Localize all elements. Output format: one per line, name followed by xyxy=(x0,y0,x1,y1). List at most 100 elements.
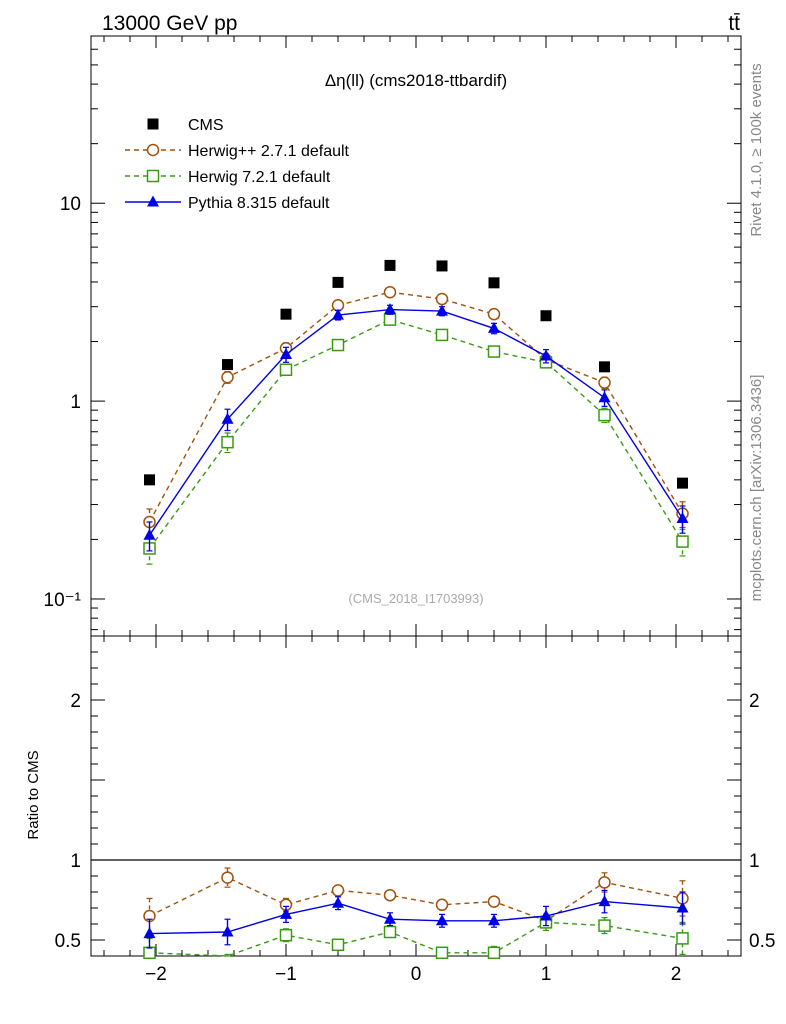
data-point xyxy=(332,276,344,288)
legend-label: Herwig 7.2.1 default xyxy=(188,169,331,186)
x-tick-label: −1 xyxy=(275,964,297,985)
data-point xyxy=(488,321,500,333)
data-point xyxy=(143,927,156,939)
ratio-plot-frame: −2 −1 0 1 2 0.5 0.5 1 1 2 2 xyxy=(55,635,775,985)
y-tick-label: 1 xyxy=(70,392,81,413)
data-point xyxy=(221,370,234,384)
y-tick-label: 0.5 xyxy=(55,931,81,952)
ratio-series-layer xyxy=(143,867,689,960)
data-point xyxy=(143,528,156,540)
data-point xyxy=(540,349,552,361)
data-point xyxy=(540,909,552,921)
data-point xyxy=(384,259,396,271)
main-series-layer xyxy=(143,259,689,565)
series-line xyxy=(149,876,683,922)
data-point xyxy=(221,871,234,884)
data-point xyxy=(598,876,611,889)
data-point xyxy=(222,359,233,371)
series-line xyxy=(149,900,683,935)
data-point xyxy=(435,898,449,912)
legend-marker xyxy=(146,143,160,157)
legend-entry: Herwig 7.2.1 default xyxy=(125,169,331,186)
x-tick-label: 1 xyxy=(541,964,552,985)
data-point xyxy=(436,914,448,926)
data-point xyxy=(487,345,501,358)
legend-marker xyxy=(147,118,159,130)
data-point xyxy=(144,474,155,486)
data-point xyxy=(280,347,292,359)
data-point xyxy=(221,435,234,449)
legend-label: CMS xyxy=(188,117,224,134)
series-line xyxy=(149,921,683,957)
series-line xyxy=(148,318,684,549)
data-point xyxy=(383,888,397,902)
header-right: tt̄ xyxy=(728,12,740,35)
legend-label: Herwig++ 2.7.1 default xyxy=(188,143,350,160)
series-line xyxy=(148,308,684,536)
data-point xyxy=(383,925,397,939)
data-point xyxy=(598,391,611,403)
y-tick-label-right: 2 xyxy=(749,691,760,712)
data-point xyxy=(280,907,292,919)
data-point xyxy=(487,946,501,960)
series-0 xyxy=(144,259,688,489)
rivet-label: Rivet 4.1.0, ≥ 100k events xyxy=(748,63,765,236)
data-point xyxy=(280,308,292,320)
header-left: 13000 GeV pp xyxy=(102,12,237,35)
data-point xyxy=(488,277,500,289)
data-point xyxy=(332,896,344,908)
data-point xyxy=(331,938,345,952)
data-point xyxy=(383,313,397,326)
legend-marker xyxy=(147,195,159,207)
data-point xyxy=(279,928,293,942)
x-tick-label: 2 xyxy=(671,964,682,985)
series-line xyxy=(148,291,684,523)
x-tick-label: 0 xyxy=(411,964,422,985)
data-point xyxy=(488,914,500,926)
legend-entry: CMS xyxy=(147,117,224,134)
data-point xyxy=(383,285,397,299)
data-point xyxy=(436,260,448,272)
data-point xyxy=(676,535,689,548)
data-point xyxy=(221,412,234,424)
data-point xyxy=(435,328,449,342)
data-point xyxy=(598,376,611,389)
mcplots-label: mcplots.cern.ch [arXiv:1306.3436] xyxy=(748,375,765,602)
data-point xyxy=(487,895,501,908)
data-point xyxy=(676,512,689,524)
legend-entry: Pythia 8.315 default xyxy=(125,195,330,212)
y-tick-label: 10⁻¹ xyxy=(44,590,82,611)
data-point xyxy=(540,310,552,322)
legend-label: Pythia 8.315 default xyxy=(188,195,330,212)
data-point xyxy=(598,895,611,907)
data-point xyxy=(487,307,501,321)
series-2 xyxy=(143,889,689,949)
series-3 xyxy=(143,303,689,552)
ratio-ylabel: Ratio to CMS xyxy=(25,750,42,839)
data-point xyxy=(332,308,344,320)
data-point xyxy=(677,477,688,489)
ratio-frame xyxy=(90,635,742,957)
data-point xyxy=(384,303,396,315)
data-point xyxy=(436,304,448,316)
y-tick-label: 10 xyxy=(60,194,81,215)
y-tick-label: 2 xyxy=(70,691,81,712)
data-point xyxy=(279,363,293,377)
data-point xyxy=(143,946,156,960)
legend-marker xyxy=(146,169,160,183)
data-point xyxy=(435,946,449,960)
analysis-watermark: (CMS_2018_I1703993) xyxy=(348,591,483,606)
data-point xyxy=(598,408,611,422)
data-point xyxy=(331,884,345,897)
data-point xyxy=(599,361,610,373)
data-point xyxy=(384,912,396,924)
data-point xyxy=(598,919,611,932)
legend: CMS Herwig++ 2.7.1 default Herwig 7.2.1 de… xyxy=(125,117,350,212)
data-point xyxy=(676,901,689,913)
data-point xyxy=(435,292,449,306)
y-tick-label-right: 0.5 xyxy=(749,931,775,952)
data-point xyxy=(676,932,689,945)
data-point xyxy=(331,338,345,352)
x-tick-label: −2 xyxy=(145,964,167,985)
